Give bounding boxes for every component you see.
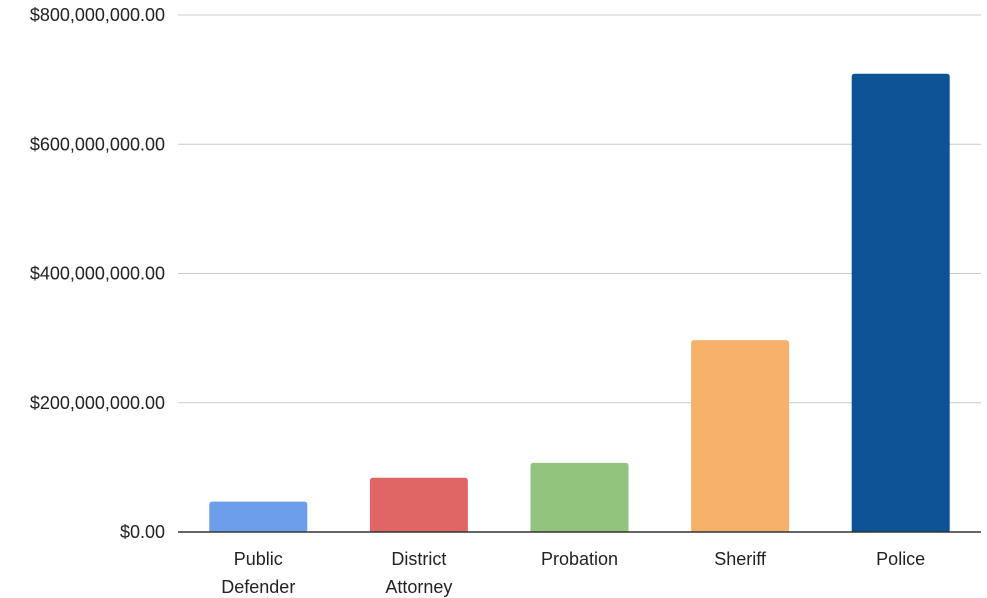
y-tick-label: $800,000,000.00 [30,5,165,25]
x-tick-label: Sheriff [714,549,767,569]
y-tick-label: $600,000,000.00 [30,134,165,154]
gridlines [178,14,981,404]
bar-sheriff [691,340,790,532]
x-tick-label: Public [234,549,283,569]
bar-district-attorney [369,477,468,532]
x-tick-label: District [391,549,446,569]
bars [209,73,950,532]
x-tick-label: Probation [541,549,618,569]
y-tick-label: $0.00 [120,522,165,542]
bar-police [851,73,950,532]
y-tick-label: $200,000,000.00 [30,393,165,413]
x-tick-label: Defender [221,577,295,597]
y-tick-label: $400,000,000.00 [30,264,165,284]
x-tick-label: Attorney [385,577,452,597]
y-axis-tick-labels: $0.00 $200,000,000.00 $400,000,000.00 $600,… [30,5,165,542]
bar-probation [530,462,629,532]
x-tick-label: Police [876,549,925,569]
bar-public-defender [209,501,308,532]
x-axis-category-labels: Public Defender District Attorney Probation S… [221,549,925,597]
